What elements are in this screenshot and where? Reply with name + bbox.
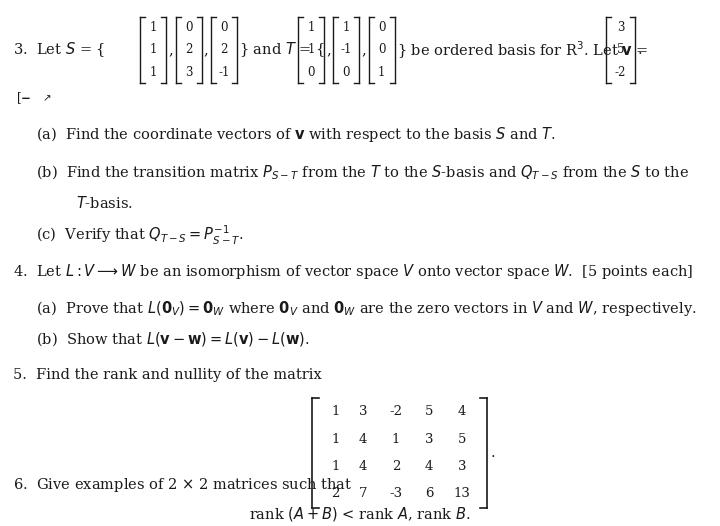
Text: (c)  Verify that $Q_{T-S} = P_{S-T}^{-1}$.: (c) Verify that $Q_{T-S} = P_{S-T}^{-1}$… <box>36 224 244 247</box>
Text: 3.  Let $S$ = {: 3. Let $S$ = { <box>13 41 105 59</box>
Text: 1: 1 <box>307 22 315 34</box>
Text: 5: 5 <box>425 406 433 418</box>
Text: 1: 1 <box>343 22 350 34</box>
Text: 0: 0 <box>307 66 315 78</box>
Text: 7: 7 <box>359 488 367 500</box>
Text: 5.  Find the rank and nullity of the matrix: 5. Find the rank and nullity of the matr… <box>13 368 322 381</box>
Text: 3: 3 <box>617 22 624 34</box>
Text: -1: -1 <box>341 44 352 56</box>
Text: 4: 4 <box>359 433 367 446</box>
Text: 2: 2 <box>220 44 228 56</box>
Text: 4: 4 <box>359 460 367 473</box>
Text: 0: 0 <box>220 22 228 34</box>
Text: ,: , <box>326 43 331 57</box>
Text: 1: 1 <box>392 433 400 446</box>
Text: 3: 3 <box>425 433 433 446</box>
Text: 1: 1 <box>331 406 340 418</box>
Text: 2: 2 <box>331 488 340 500</box>
Text: -2: -2 <box>390 406 402 418</box>
Text: 4: 4 <box>458 406 467 418</box>
Text: 0: 0 <box>343 66 350 78</box>
Text: -2: -2 <box>615 66 626 78</box>
Text: 3: 3 <box>359 406 367 418</box>
Text: 6: 6 <box>425 488 433 500</box>
Text: (a)  Find the coordinate vectors of $\mathbf{v}$ with respect to the basis $S$ a: (a) Find the coordinate vectors of $\mat… <box>36 125 556 144</box>
Text: 0: 0 <box>378 44 385 56</box>
Text: (a)  Prove that $L(\mathbf{0}_V) = \mathbf{0}_W$ where $\mathbf{0}_V$ and $\math: (a) Prove that $L(\mathbf{0}_V) = \mathb… <box>36 299 697 318</box>
Text: 1: 1 <box>307 44 315 56</box>
Text: 1: 1 <box>150 44 157 56</box>
Text: -3: -3 <box>390 488 402 500</box>
Text: 2: 2 <box>185 44 192 56</box>
Text: 2: 2 <box>392 460 400 473</box>
Text: 1: 1 <box>378 66 385 78</box>
Text: rank $(A + B)$ < rank $A$, rank $B$.: rank $(A + B)$ < rank $A$, rank $B$. <box>249 505 471 523</box>
Text: 1: 1 <box>331 460 340 473</box>
Text: (b)  Find the transition matrix $P_{S-T}$ from the $T$ to the $S$-basis and $Q_{: (b) Find the transition matrix $P_{S-T}$… <box>36 164 689 181</box>
Text: $\nearrow$: $\nearrow$ <box>40 94 51 103</box>
Text: .: . <box>491 446 495 460</box>
Text: 3: 3 <box>185 66 192 78</box>
Text: } be ordered basis for R$^3$. Let $\mathbf{v}$ =: } be ordered basis for R$^3$. Let $\math… <box>397 39 648 60</box>
Text: 3: 3 <box>458 460 467 473</box>
Text: } and $T$ = {: } and $T$ = { <box>239 41 325 59</box>
Text: 4.  Let $L: V \longrightarrow W$ be an isomorphism of vector space $V$ onto vect: 4. Let $L: V \longrightarrow W$ be an is… <box>13 262 693 281</box>
Text: 1: 1 <box>150 66 157 78</box>
Text: (b)  Show that $L(\mathbf{v} - \mathbf{w}) = L(\mathbf{v}) - L(\mathbf{w})$.: (b) Show that $L(\mathbf{v} - \mathbf{w}… <box>36 330 310 348</box>
Text: $T$-basis.: $T$-basis. <box>76 195 132 210</box>
Text: 0: 0 <box>185 22 192 34</box>
Text: -1: -1 <box>218 66 230 78</box>
Text: [$\mathbf{-}$: [$\mathbf{-}$ <box>16 90 31 106</box>
Text: 0: 0 <box>378 22 385 34</box>
Text: .: . <box>637 43 642 57</box>
Text: ,: , <box>168 43 174 57</box>
Text: ,: , <box>204 43 209 57</box>
Text: 1: 1 <box>331 433 340 446</box>
Text: ,: , <box>361 43 366 57</box>
Text: 5: 5 <box>458 433 467 446</box>
Text: 5: 5 <box>617 44 624 56</box>
Text: 4: 4 <box>425 460 433 473</box>
Text: 6.  Give examples of 2 $\times$ 2 matrices such that: 6. Give examples of 2 $\times$ 2 matrice… <box>13 476 352 494</box>
Text: 13: 13 <box>454 488 471 500</box>
Text: 1: 1 <box>150 22 157 34</box>
